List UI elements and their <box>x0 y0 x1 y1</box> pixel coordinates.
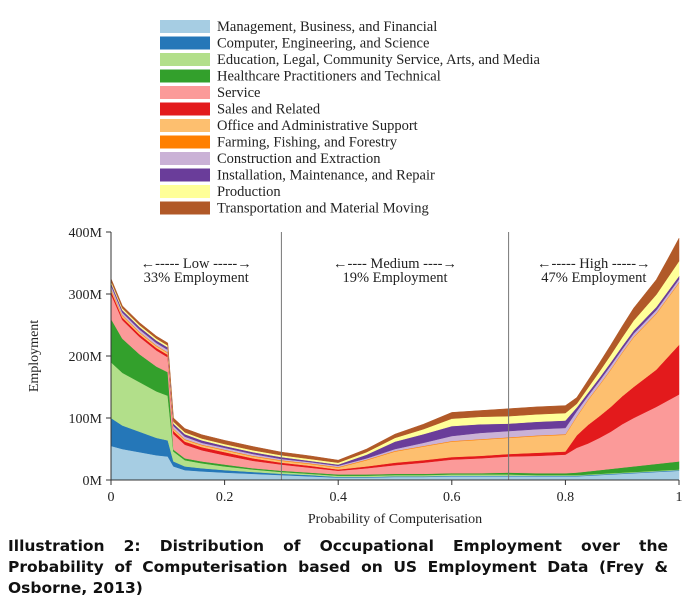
legend-swatch <box>160 53 210 66</box>
legend-label: Healthcare Practitioners and Technical <box>217 69 441 85</box>
legend-label: Management, Business, and Financial <box>217 19 437 35</box>
legend-swatch <box>160 102 210 116</box>
legend-label: Computer, Engineering, and Science <box>217 36 429 52</box>
x-axis-title: Probability of Computerisation <box>308 512 482 527</box>
legend-label: Service <box>217 85 260 101</box>
x-tick-label: 1 <box>676 490 683 505</box>
x-tick-label: 0.8 <box>557 490 575 505</box>
region-range-label: ←----- Low -----→ <box>141 256 252 272</box>
legend-label: Farming, Fishing, and Forestry <box>217 135 398 151</box>
region-range-label: ←---- Medium ----→ <box>333 256 457 272</box>
y-axis-title: Employment <box>27 320 42 392</box>
region-share-label: 19% Employment <box>342 270 447 286</box>
legend-swatch <box>160 152 210 165</box>
legend-label: Education, Legal, Community Service, Art… <box>217 52 541 68</box>
y-tick-label: 0M <box>83 474 103 489</box>
x-tick-label: 0.4 <box>329 490 347 505</box>
legend-swatch <box>160 86 210 99</box>
legend-label: Sales and Related <box>217 102 321 118</box>
region-share-label: 47% Employment <box>541 270 646 286</box>
legend-swatch <box>160 119 210 132</box>
legend-label: Construction and Extraction <box>217 151 381 167</box>
region-range-label: ←----- High -----→ <box>537 256 651 272</box>
x-tick-label: 0.6 <box>443 490 461 505</box>
legend-label: Installation, Maintenance, and Repair <box>217 168 435 184</box>
x-tick-label: 0.2 <box>216 490 234 505</box>
y-tick-label: 100M <box>69 412 103 427</box>
x-tick-label: 0 <box>108 490 115 505</box>
legend-swatch <box>160 69 210 83</box>
legend-swatch <box>160 201 210 215</box>
legend-swatch <box>160 168 210 182</box>
region-share-label: 33% Employment <box>144 270 249 286</box>
area-series <box>110 238 680 463</box>
legend-swatch <box>160 20 210 33</box>
y-tick-label: 400M <box>69 226 103 241</box>
chart: Management, Business, and FinancialCompu… <box>27 19 683 527</box>
axes: 0M 100M 200M 300M 400M 0 0.2 0.4 0.6 0.8 1 Probabil… <box>27 226 683 527</box>
stacked-areas <box>110 238 680 481</box>
legend-label: Office and Administrative Support <box>217 118 418 134</box>
legend-swatch <box>160 36 210 50</box>
y-tick-label: 200M <box>69 350 103 365</box>
legend-swatch <box>160 185 210 198</box>
region-labels: ←----- Low -----→33% Employment ←---- Med… <box>141 256 651 286</box>
legend-swatch <box>160 135 210 149</box>
y-tick-label: 300M <box>69 288 103 303</box>
legend: Management, Business, and FinancialCompu… <box>160 19 541 217</box>
legend-label: Production <box>217 184 281 200</box>
legend-label: Transportation and Material Moving <box>217 201 429 217</box>
figure-caption: Illustration 2: Distribution of Occupati… <box>8 537 668 597</box>
region-boundaries <box>280 232 510 480</box>
